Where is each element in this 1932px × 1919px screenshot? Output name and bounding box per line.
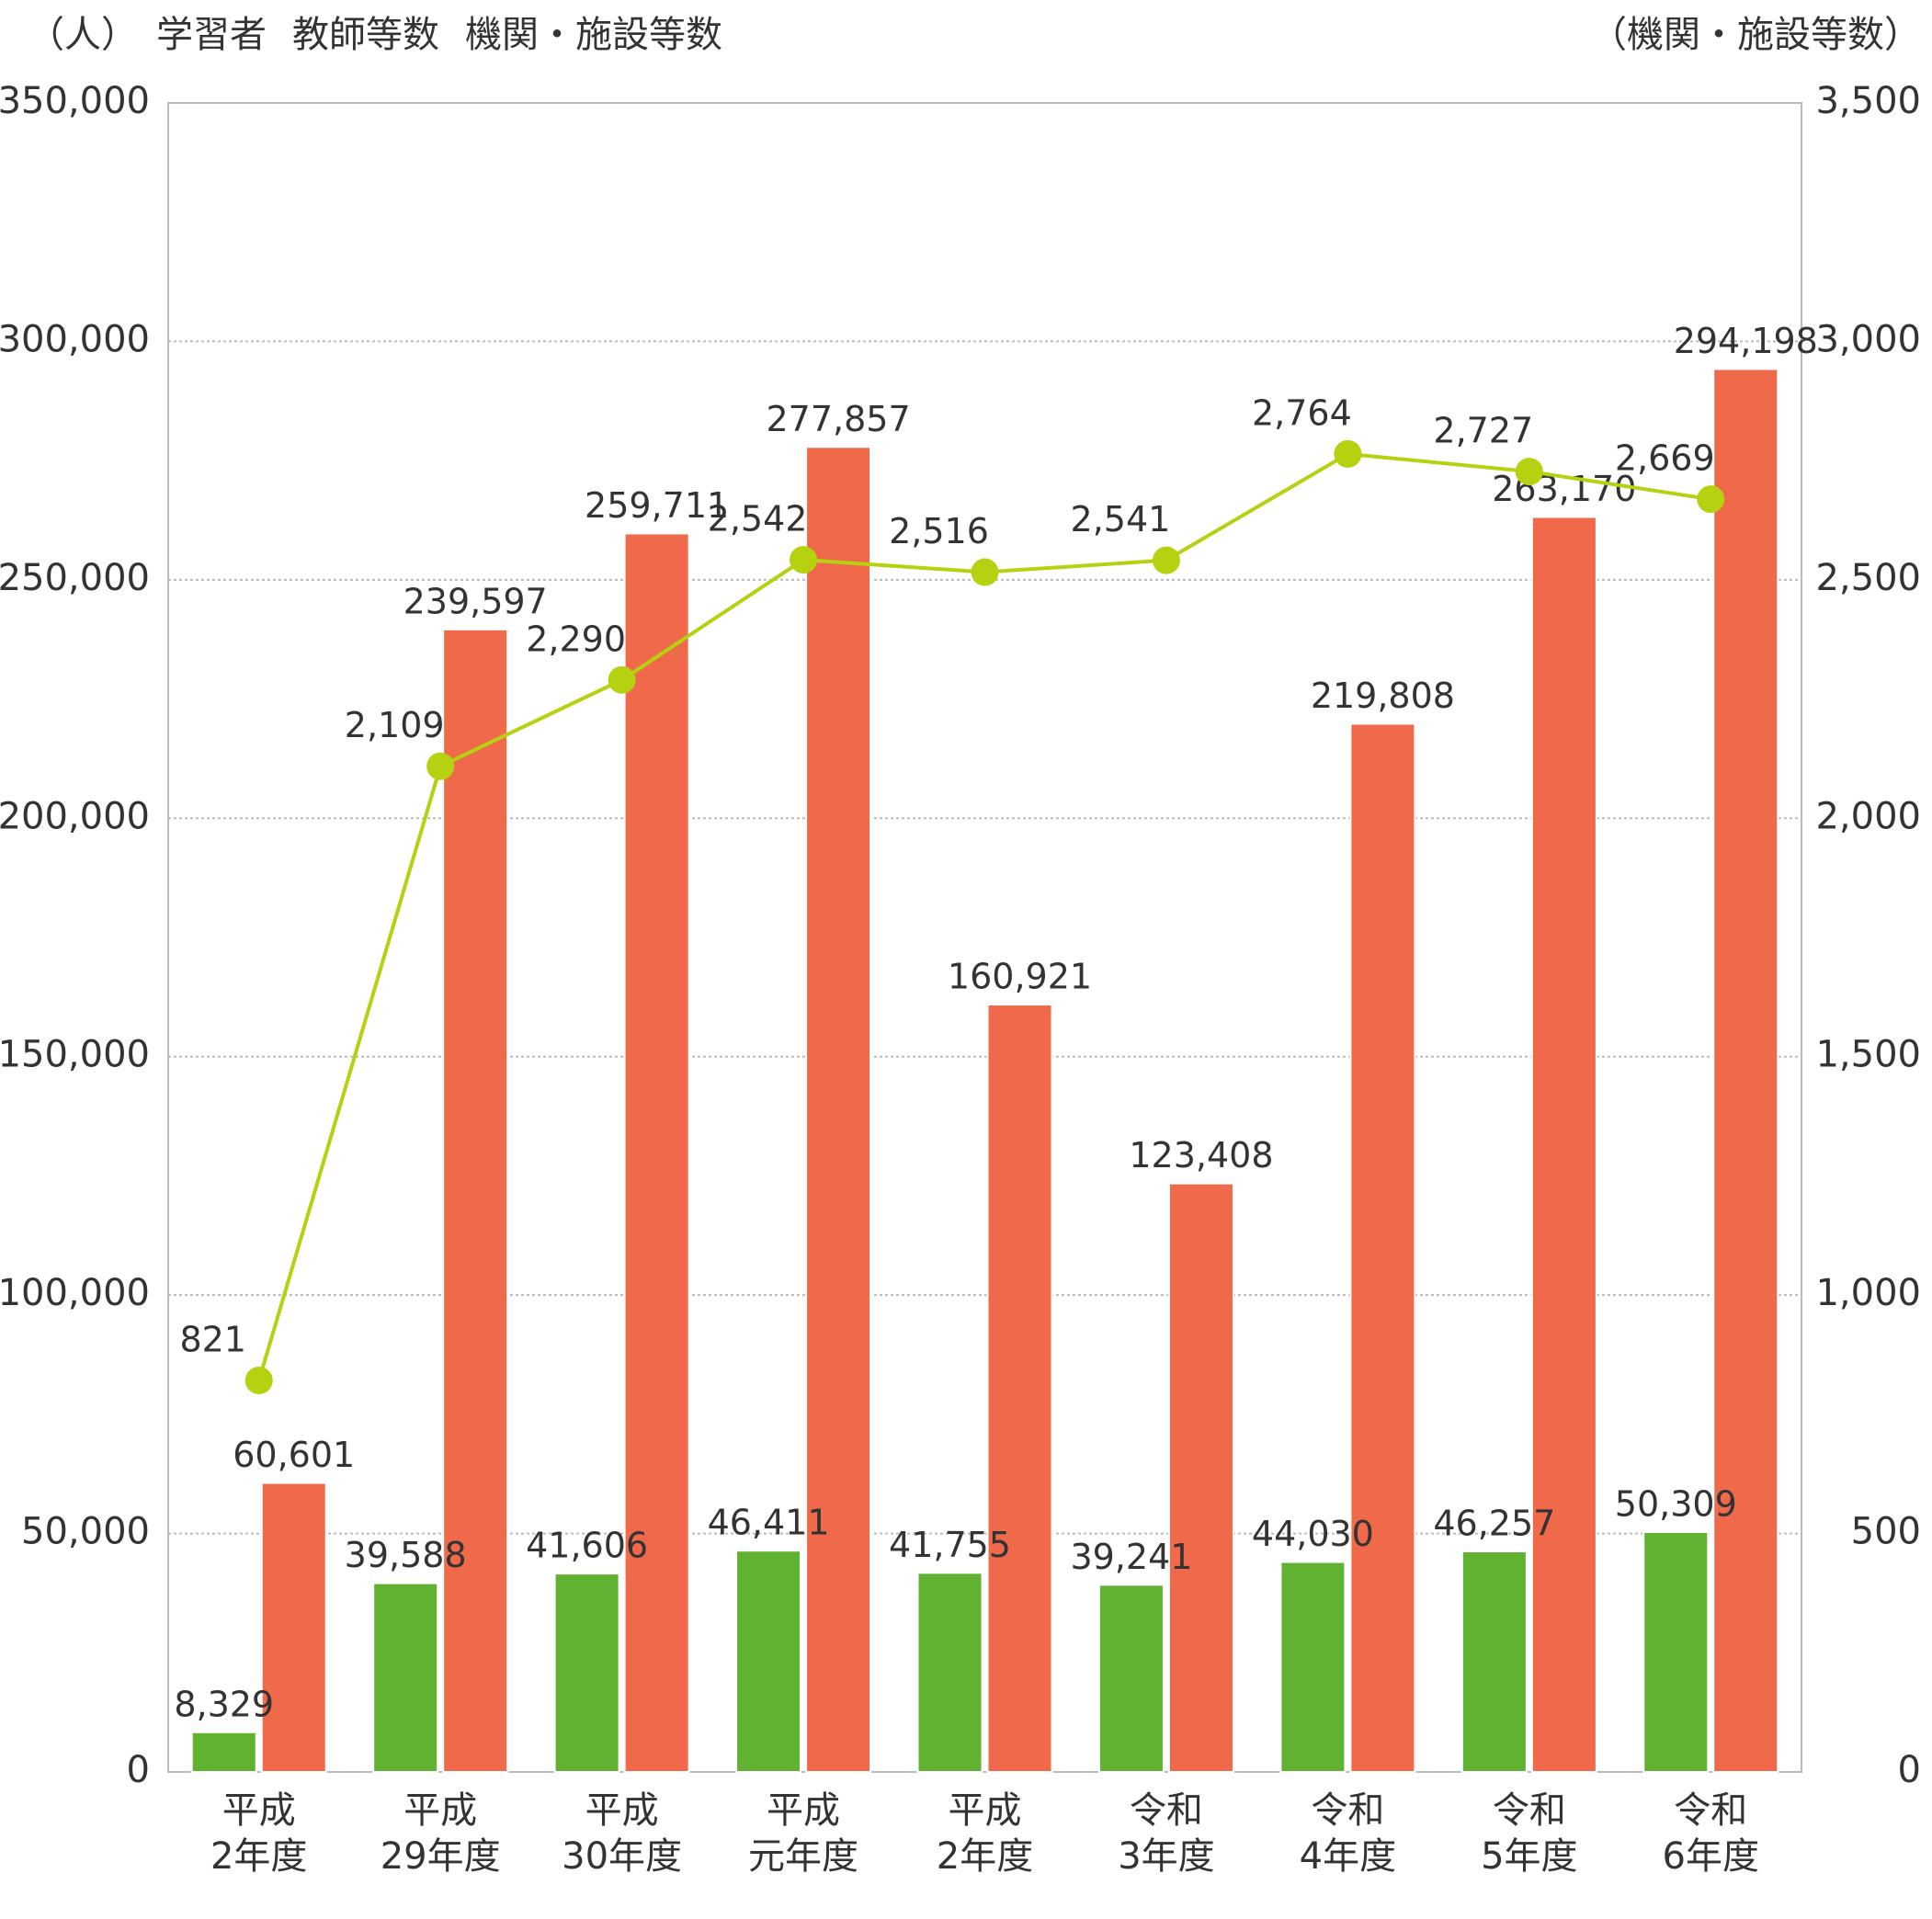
- x-tick-label: 令和: [1311, 1789, 1384, 1832]
- value-label: 60,601: [233, 1435, 355, 1475]
- y-tick-label: 100,000: [0, 1272, 150, 1314]
- x-tick-label: 平成: [767, 1789, 840, 1832]
- line-point: [426, 752, 455, 780]
- value-label: 123,408: [1129, 1135, 1273, 1175]
- value-label: 821: [179, 1320, 246, 1360]
- bar: [553, 1573, 620, 1773]
- line-point: [608, 665, 636, 694]
- line-point: [790, 546, 818, 574]
- value-label: 2,727: [1433, 411, 1533, 451]
- value-label: 2,542: [708, 499, 808, 539]
- value-label: 160,921: [948, 957, 1092, 997]
- value-label: 2,541: [1071, 499, 1171, 539]
- value-label: 41,755: [889, 1525, 1011, 1565]
- value-label: 294,198: [1674, 321, 1818, 361]
- bar: [260, 1482, 327, 1773]
- line-point: [971, 558, 999, 586]
- x-tick-label: 2年度: [937, 1835, 1033, 1878]
- x-tick-label: 令和: [1674, 1789, 1747, 1832]
- value-label: 41,606: [526, 1526, 648, 1566]
- x-tick-label: 4年度: [1300, 1835, 1396, 1878]
- bar: [986, 1004, 1053, 1773]
- x-tick-label: 平成: [585, 1789, 659, 1832]
- y-tick-label: 200,000: [0, 795, 150, 837]
- y-tick-label: 50,000: [21, 1511, 150, 1553]
- y2-tick-label: 2,500: [1815, 557, 1921, 599]
- value-label: 46,411: [708, 1503, 830, 1543]
- line-point: [1515, 458, 1543, 486]
- y-tick-label: 250,000: [0, 557, 150, 599]
- legend-label: 機関・施設等数: [465, 14, 722, 56]
- bar: [916, 1572, 983, 1773]
- y2-tick-label: 3,500: [1815, 80, 1921, 122]
- x-tick-label: 29年度: [381, 1835, 501, 1878]
- y2-tick-label: 0: [1898, 1749, 1921, 1791]
- x-tick-label: 令和: [1493, 1789, 1566, 1832]
- value-label: 2,290: [526, 619, 626, 659]
- line-point: [1152, 546, 1180, 574]
- bar: [372, 1582, 439, 1774]
- value-label: 2,764: [1252, 392, 1352, 433]
- line-point: [1697, 485, 1725, 514]
- value-label: 277,857: [766, 399, 910, 439]
- bar: [1530, 516, 1597, 1773]
- y2-tick-label: 2,000: [1815, 795, 1921, 837]
- bar: [1279, 1561, 1347, 1774]
- bar: [190, 1731, 257, 1774]
- bar: [442, 628, 509, 1773]
- value-label: 2,109: [345, 705, 445, 745]
- y-tick-label: 0: [127, 1749, 150, 1791]
- line-point: [244, 1367, 273, 1395]
- x-tick-label: 5年度: [1481, 1835, 1577, 1878]
- value-label: 2,516: [889, 511, 989, 551]
- x-tick-label: 平成: [949, 1789, 1022, 1832]
- line-point: [1334, 439, 1362, 468]
- value-label: 50,309: [1615, 1483, 1737, 1524]
- value-label: 44,030: [1252, 1514, 1374, 1554]
- bar: [1167, 1182, 1234, 1773]
- x-tick-label: 6年度: [1663, 1835, 1759, 1878]
- x-tick-label: 3年度: [1118, 1835, 1214, 1878]
- y-tick-label: 150,000: [0, 1034, 150, 1076]
- bar: [1712, 368, 1779, 1773]
- x-tick-label: 平成: [222, 1789, 296, 1832]
- bar: [805, 446, 872, 1774]
- value-label: 8,329: [174, 1684, 274, 1724]
- y2-tick-label: 1,000: [1815, 1272, 1921, 1314]
- y-tick-label: 300,000: [0, 318, 150, 360]
- x-tick-label: 2年度: [210, 1835, 307, 1878]
- x-tick-label: 令和: [1130, 1789, 1203, 1832]
- value-label: 46,257: [1433, 1503, 1555, 1543]
- y2-tick-label: 3,000: [1815, 318, 1921, 360]
- x-tick-label: 元年度: [748, 1835, 858, 1878]
- x-tick-label: 30年度: [562, 1835, 682, 1878]
- y2-unit-label: （機関・施設等数）: [1590, 14, 1921, 56]
- plot-frame: [167, 102, 1802, 1773]
- y2-tick-label: 1,500: [1815, 1034, 1921, 1076]
- y-unit-label: （人）: [28, 14, 138, 56]
- value-label: 2,669: [1615, 438, 1715, 479]
- bar: [735, 1550, 802, 1774]
- y-tick-label: 350,000: [0, 80, 150, 122]
- bar: [1460, 1550, 1528, 1774]
- value-label: 239,597: [403, 581, 548, 621]
- bar: [1349, 722, 1416, 1773]
- value-label: 39,588: [345, 1535, 467, 1575]
- x-tick-label: 平成: [403, 1789, 477, 1832]
- value-label: 39,241: [1070, 1537, 1192, 1577]
- legend-label: 教師等数: [292, 14, 439, 56]
- bar: [1642, 1530, 1710, 1773]
- bar: [623, 532, 690, 1773]
- y2-tick-label: 500: [1851, 1511, 1921, 1553]
- value-label: 219,808: [1311, 676, 1455, 716]
- legend-label: 学習者: [156, 14, 267, 56]
- value-label: 259,711: [585, 485, 729, 526]
- bar: [1097, 1584, 1165, 1773]
